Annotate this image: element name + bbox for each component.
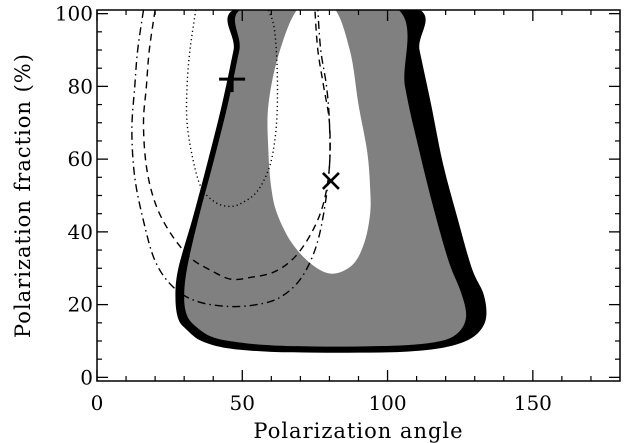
contour-dashdot (131, 10, 331, 308)
y-tick-label: 0 (80, 365, 93, 389)
x-tick-label: 0 (91, 391, 104, 415)
y-tick-label: 80 (68, 74, 93, 98)
y-axis-title: Polarization fraction (%) (11, 53, 35, 338)
y-tick-label: 40 (68, 220, 93, 244)
y-tick-label: 100 (55, 2, 93, 26)
y-tick-label: 20 (68, 293, 93, 317)
contours-layer (131, 10, 331, 308)
markers-layer (219, 66, 340, 190)
regions-layer (175, 10, 487, 353)
contour-dashed (142, 10, 331, 281)
x-tick-label: 50 (230, 391, 255, 415)
x-tick-label: 150 (514, 391, 552, 415)
y-tick-label: 60 (68, 147, 93, 171)
x-axis-title: Polarization angle (253, 419, 463, 443)
marker-plus (219, 66, 246, 93)
marker-x (321, 172, 340, 190)
region-hole-white (267, 10, 371, 274)
ticks-layer: 0 50 100 150 0 20 40 60 80 100 (55, 2, 620, 415)
x-tick-label: 100 (368, 391, 406, 415)
